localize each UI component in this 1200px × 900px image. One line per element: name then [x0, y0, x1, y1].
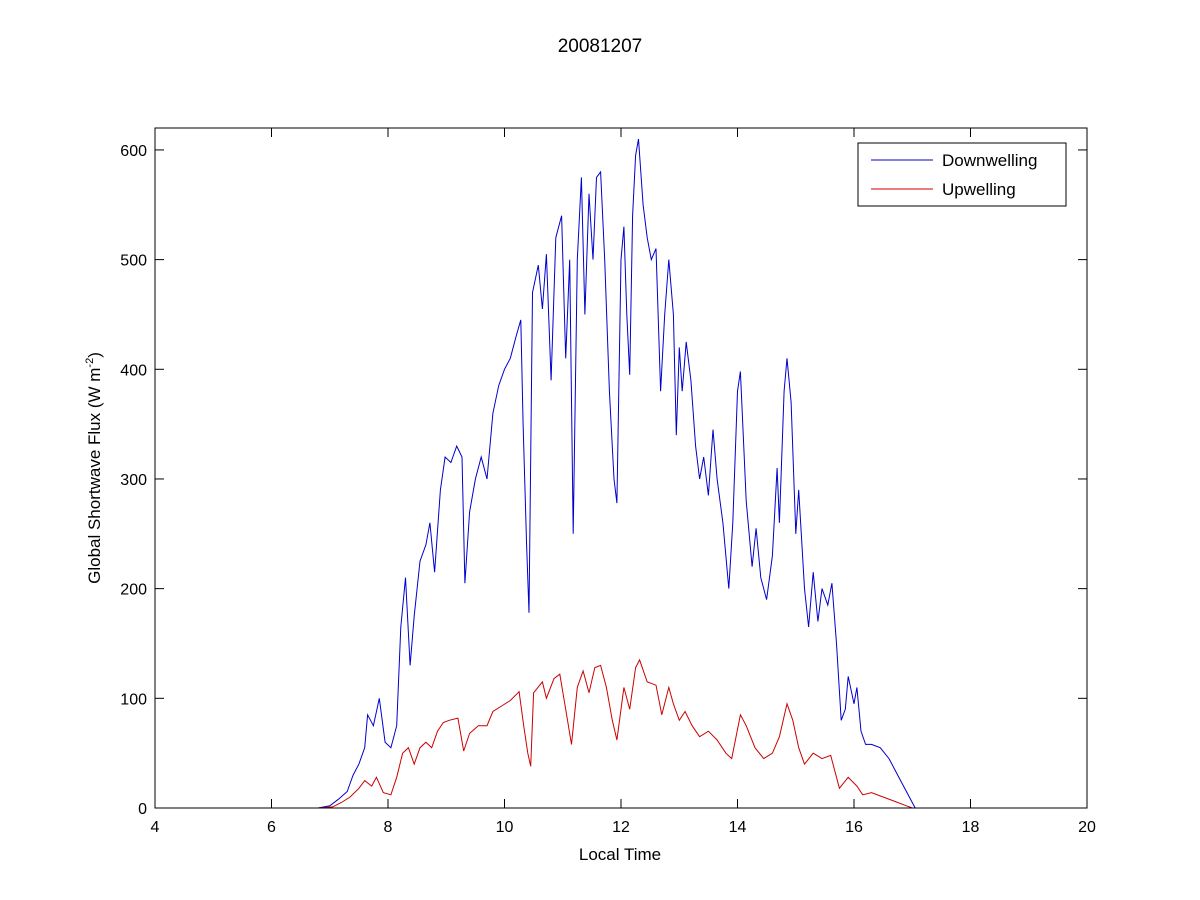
y-tick-label: 0 [138, 801, 147, 818]
y-tick-label: 100 [120, 691, 147, 708]
y-tick-label: 500 [120, 253, 147, 270]
legend-label-upwelling: Upwelling [942, 180, 1016, 199]
x-tick-label: 4 [151, 819, 160, 836]
y-axis-label-main: Global Shortwave Flux (W m [85, 368, 104, 584]
chart-title: 20081207 [558, 36, 643, 57]
series-line-downwelling [166, 138, 916, 809]
y-tick-label: 400 [120, 362, 147, 379]
x-tick-label: 16 [845, 819, 863, 836]
y-tick-label: 200 [120, 582, 147, 599]
legend-box [857, 142, 1067, 207]
x-tick-label: 18 [962, 819, 980, 836]
x-tick-label: 14 [729, 819, 747, 836]
x-tick-label: 12 [612, 819, 630, 836]
y-axis-label-superscript: -2 [84, 358, 96, 368]
x-tick-label: 20 [1078, 819, 1096, 836]
legend-label-downwelling: Downwelling [942, 151, 1037, 170]
y-axis-label-suffix: ) [85, 352, 104, 358]
y-tick-label: 300 [120, 472, 147, 489]
series-line-upwelling [166, 658, 913, 809]
series-layer [166, 138, 916, 809]
y-axis-label: Global Shortwave Flux (W m-2) [84, 352, 104, 584]
x-axis-label: Local Time [579, 845, 661, 864]
x-tick-label: 6 [267, 819, 276, 836]
y-tick-label: 600 [120, 143, 147, 160]
legend: Downwelling Upwelling [857, 142, 1067, 207]
x-tick-label: 10 [496, 819, 514, 836]
plot-area [155, 128, 1087, 808]
x-tick-label: 8 [384, 819, 393, 836]
